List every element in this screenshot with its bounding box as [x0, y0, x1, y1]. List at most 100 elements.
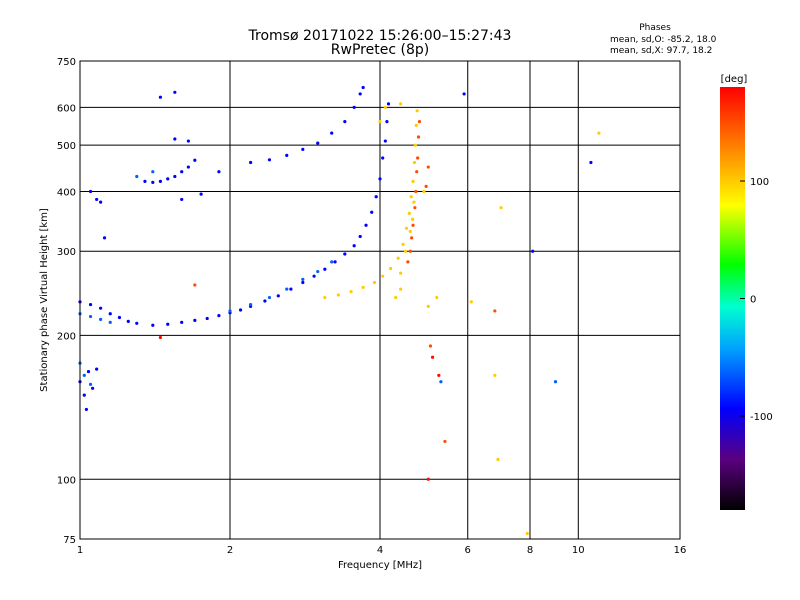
data-point — [343, 120, 347, 124]
data-point — [228, 309, 232, 313]
data-point — [358, 234, 362, 239]
data-point — [91, 386, 95, 390]
data-point — [385, 120, 389, 124]
data-point — [193, 158, 197, 162]
data-point — [173, 90, 177, 94]
phase-stats-o: mean, sd,O: -85.2, 18.0 — [610, 35, 717, 45]
data-point — [416, 135, 421, 139]
x-axis-ticks: 1 2 4 6 8 10 16 — [77, 545, 687, 556]
data-point — [372, 280, 377, 285]
y-tick-label: 75 — [63, 535, 76, 546]
data-point — [205, 316, 209, 321]
data-point — [158, 95, 163, 99]
data-point — [238, 308, 243, 312]
data-point — [143, 179, 147, 183]
data-point — [370, 210, 374, 214]
data-point — [358, 92, 362, 96]
data-point — [193, 283, 197, 287]
x-tick-label: 16 — [674, 545, 687, 556]
data-point — [135, 321, 139, 325]
data-point — [323, 267, 327, 271]
data-point — [102, 236, 107, 240]
data-point — [180, 320, 184, 324]
data-point — [249, 302, 253, 307]
data-point — [249, 160, 253, 165]
data-point — [409, 195, 413, 199]
data-point — [180, 197, 184, 202]
data-point — [166, 322, 170, 326]
data-point — [394, 295, 398, 300]
data-point — [381, 156, 385, 160]
plot-grid — [80, 61, 680, 539]
data-point — [361, 85, 365, 90]
y-tick-label: 600 — [57, 103, 76, 114]
y-tick-label: 500 — [57, 141, 76, 152]
data-point — [378, 177, 382, 181]
data-point — [158, 179, 163, 183]
data-point — [415, 109, 419, 113]
y-tick-label: 750 — [57, 57, 76, 68]
data-point — [199, 192, 203, 196]
y-tick-label: 300 — [57, 247, 76, 258]
data-point — [151, 180, 155, 184]
x-tick-label: 10 — [572, 545, 585, 556]
colorbar-ticks: 100 0 -100 — [740, 177, 773, 423]
data-point — [349, 289, 353, 294]
data-point — [285, 287, 289, 291]
data-point — [126, 319, 130, 323]
data-point — [597, 131, 601, 135]
data-point — [88, 314, 93, 319]
y-tick-label: 100 — [57, 475, 76, 486]
data-point — [330, 260, 334, 264]
data-point — [301, 147, 305, 151]
data-point — [525, 531, 529, 536]
data-point — [378, 120, 382, 124]
plot-frame — [79, 60, 681, 540]
data-point — [95, 197, 99, 202]
data-point — [108, 320, 112, 324]
data-point — [589, 160, 593, 165]
x-axis-label: Frequency [MHz] — [338, 560, 422, 571]
data-point — [99, 306, 103, 310]
data-point — [381, 274, 385, 278]
x-tick-label: 6 — [465, 545, 471, 556]
data-point — [430, 355, 435, 359]
data-point — [383, 139, 387, 143]
data-point — [399, 287, 403, 291]
data-point — [108, 312, 112, 316]
data-point — [414, 189, 418, 194]
y-axis-label: Stationary phase Virtual Height [km] — [39, 208, 50, 392]
data-point — [439, 380, 443, 384]
data-point — [388, 266, 393, 271]
data-point — [301, 277, 305, 281]
data-point — [267, 158, 272, 162]
data-point — [88, 189, 93, 194]
data-point — [352, 244, 356, 248]
data-point — [499, 206, 503, 210]
data-point — [406, 260, 410, 264]
data-point — [99, 317, 103, 322]
data-point — [312, 274, 316, 278]
data-point — [417, 120, 422, 124]
y-tick-label: 200 — [57, 331, 76, 342]
data-point — [426, 477, 430, 481]
data-point — [173, 137, 177, 141]
colorbar-label: [deg] — [721, 74, 748, 85]
data-point — [412, 160, 417, 165]
data-point — [158, 335, 163, 340]
data-point — [316, 269, 320, 274]
x-tick-label: 8 — [527, 545, 533, 556]
data-point — [462, 92, 466, 96]
data-point — [399, 102, 403, 106]
phase-stats-x: mean, sd,X: 97.7, 18.2 — [610, 46, 712, 56]
data-point — [415, 170, 419, 174]
phase-stats-heading: Phases — [639, 23, 671, 33]
data-point — [396, 256, 400, 260]
data-point — [553, 380, 558, 384]
data-point — [412, 200, 416, 204]
data-point — [383, 105, 387, 109]
colorbar-tick-label: 0 — [750, 295, 756, 306]
data-point — [82, 373, 86, 377]
data-point — [493, 373, 497, 377]
data-point — [428, 344, 433, 348]
